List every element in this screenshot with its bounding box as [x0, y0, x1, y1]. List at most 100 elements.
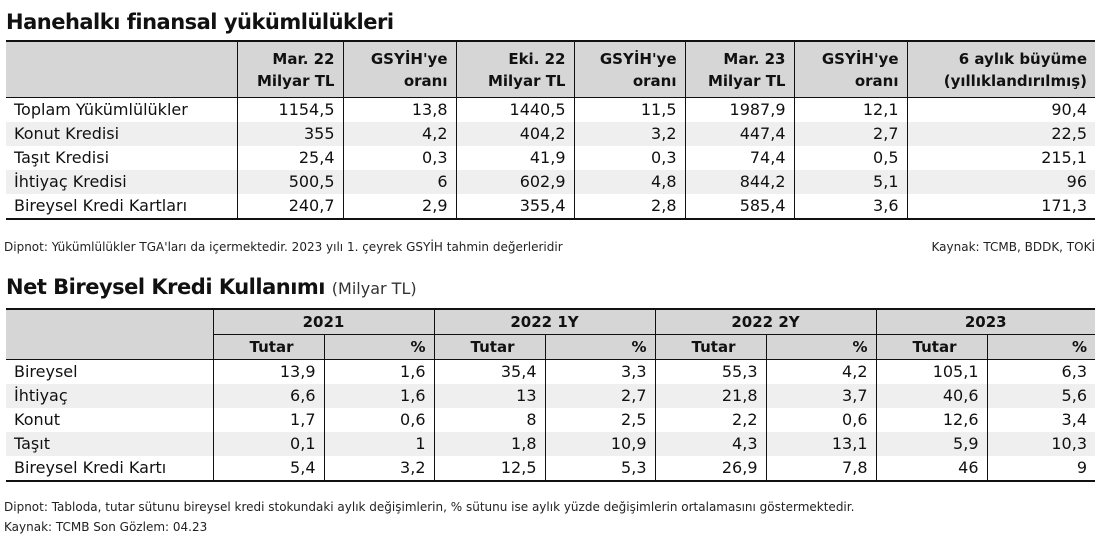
table-cell: 447,4 [684, 121, 794, 146]
table-cell: 2,7 [793, 121, 907, 146]
table-cell: 1440,5 [455, 97, 574, 122]
table-cell: 3,2 [573, 121, 685, 146]
table-row: Bireysel Kredi Kartları 240,7 2,9 355,4 2,8 5… [6, 193, 1095, 219]
table-cell: 13,8 [342, 97, 456, 122]
table-cell: 0,6 [323, 408, 434, 432]
table-cell: 844,2 [684, 169, 794, 194]
row-label: Taşıt [14, 434, 50, 453]
table2-source: Kaynak: TCMB Son Gözlem: 04.23 [4, 520, 208, 534]
table-cell: 5,1 [793, 169, 907, 194]
table2-title: Net Bireysel Kredi Kullanımı (Milyar TL) [6, 275, 417, 299]
table-cell: 1,6 [323, 359, 434, 384]
table2-group-row: 2021 2022 1Y 2022 2Y 2023 [6, 309, 1095, 360]
table-row: Toplam Yükümlülükler 1154,5 13,8 1440,5 11,5… [6, 97, 1095, 122]
percent-header: % [544, 334, 655, 360]
table-cell: 5,3 [544, 456, 655, 481]
table-cell: 35,4 [433, 359, 545, 384]
table-cell: 355,4 [455, 193, 574, 219]
table-cell: 4,2 [765, 359, 876, 384]
table-cell: 1,7 [212, 408, 324, 432]
table2-subheader-row: Tutar% Tutar% Tutar% Tutar% [6, 334, 1095, 360]
table-cell: 105,1 [875, 359, 987, 384]
header-line: GSYİH'ye [821, 50, 899, 69]
table-cell: 12,6 [875, 408, 987, 432]
period-header: 2021 [212, 309, 434, 335]
table-cell: 12,5 [433, 456, 545, 481]
table-cell: 96 [906, 169, 1095, 194]
table1-header-cell: GSYİH'ye oranı [342, 41, 456, 97]
table-cell: 26,9 [654, 456, 766, 481]
table1-header-cell [6, 41, 237, 97]
table-cell: 25,4 [236, 145, 343, 170]
amount-header: Tutar [875, 334, 987, 360]
percent-header: % [765, 334, 876, 360]
row-label: İhtiyaç Kredisi [14, 171, 127, 191]
table-cell: 404,2 [455, 121, 574, 146]
table-cell: 8 [433, 408, 545, 432]
header-line: Milyar TL [487, 72, 566, 91]
header-line: Milyar TL [256, 72, 335, 91]
table-cell: 500,5 [236, 169, 343, 194]
header-line: Mar. 22 [272, 50, 335, 69]
table1-footnote: Dipnot: Yükümlülükler TGA'ları da içerme… [4, 240, 563, 254]
table-row: Konut 1,7 0,6 8 2,5 2,2 0,6 12,6 3,4 [6, 408, 1095, 432]
row-label: Taşıt Kredisi [14, 147, 110, 167]
table-row: Konut Kredisi 355 4,2 404,2 3,2 447,4 2,7 22,5 [6, 121, 1095, 146]
table-cell: 171,3 [906, 193, 1095, 219]
table2-footnote: Dipnot: Tabloda, tutar sütunu bireysel k… [4, 500, 855, 514]
table-cell: 0,6 [765, 408, 876, 432]
table-cell: 2,5 [544, 408, 655, 432]
row-label: Konut Kredisi [14, 123, 120, 143]
row-label: İhtiyaç [14, 386, 68, 405]
header-line: oranı [854, 72, 899, 91]
table-cell: 2,8 [573, 193, 685, 219]
table1-header-cell: 6 aylık büyüme (yıllıklandırılmış) [906, 41, 1095, 97]
table-cell: 5,9 [875, 432, 987, 456]
row-label: Bireysel Kredi Kartı [14, 458, 167, 477]
table-cell: 74,4 [684, 145, 794, 170]
table1-source: Kaynak: TCMB, BDDK, TOKİ [931, 240, 1096, 254]
table1-header-cell: Eki. 22 Milyar TL [455, 41, 574, 97]
period-header: 2022 2Y [654, 309, 876, 335]
table-row: Taşıt 0,1 1 1,8 10,9 4,3 13,1 5,9 10,3 [6, 432, 1095, 456]
table-cell: 13 [433, 384, 545, 408]
table1-header-cell: GSYİH'ye oranı [573, 41, 685, 97]
table-cell: 21,8 [654, 384, 766, 408]
table-row: Taşıt Kredisi 25,4 0,3 41,9 0,3 74,4 0,5 215,1 [6, 145, 1095, 170]
table1-header-cell: Mar. 23 Milyar TL [684, 41, 794, 97]
table-cell: 4,8 [573, 169, 685, 194]
table-cell: 215,1 [906, 145, 1095, 170]
table-cell: 4,2 [342, 121, 456, 146]
header-line: 6 aylık büyüme [958, 50, 1087, 69]
amount-header: Tutar [433, 334, 545, 360]
table-cell: 0,3 [573, 145, 685, 170]
table-cell: 22,5 [906, 121, 1095, 146]
table-cell: 1,8 [433, 432, 545, 456]
header-line: GSYİH'ye [370, 50, 448, 69]
row-label: Konut [14, 410, 61, 429]
table-cell: 9 [986, 456, 1095, 481]
row-label: Toplam Yükümlülükler [14, 99, 188, 119]
table2-corner-cell [6, 309, 213, 360]
percent-header: % [323, 334, 434, 360]
table2-title-unit: (Milyar TL) [331, 279, 417, 298]
table-cell: 10,9 [544, 432, 655, 456]
table-cell: 55,3 [654, 359, 766, 384]
credit-usage-table: 2021 2022 1Y 2022 2Y 2023 Tutar% Tutar% Tutar… [6, 308, 1095, 482]
period-header: 2023 [875, 309, 1095, 335]
table-row: Bireysel Kredi Kartı 5,4 3,2 12,5 5,3 26,9 7,8… [6, 456, 1095, 481]
table-cell: 5,6 [986, 384, 1095, 408]
table-cell: 6,6 [212, 384, 324, 408]
table-cell: 2,7 [544, 384, 655, 408]
table-cell: 1 [323, 432, 434, 456]
table-cell: 6 [342, 169, 456, 194]
row-label: Bireysel Kredi Kartları [14, 195, 188, 215]
table-row: İhtiyaç 6,6 1,6 13 2,7 21,8 3,7 40,6 5,6 [6, 384, 1095, 408]
header-line: oranı [403, 72, 448, 91]
table-cell: 2,2 [654, 408, 766, 432]
table-cell: 0,1 [212, 432, 324, 456]
header-line: Eki. 22 [508, 50, 566, 69]
table1-header-cell: Mar. 22 Milyar TL [236, 41, 343, 97]
table-cell: 2,9 [342, 193, 456, 219]
period-header: 2022 1Y [433, 309, 655, 335]
